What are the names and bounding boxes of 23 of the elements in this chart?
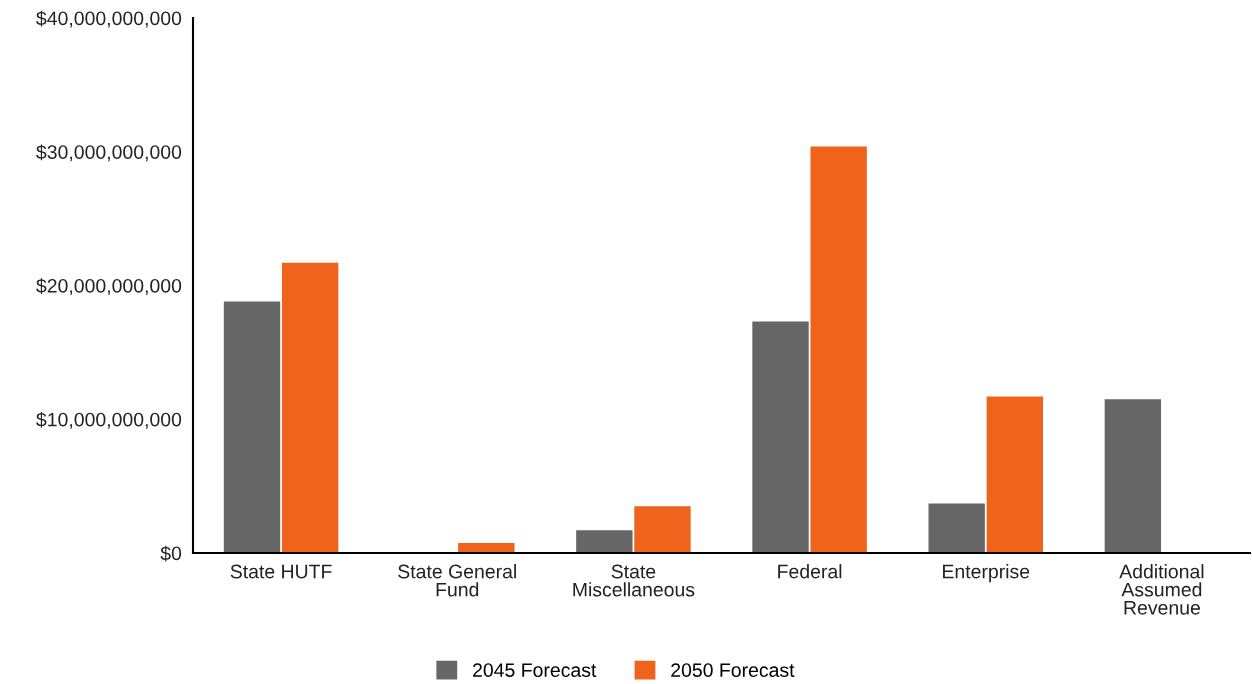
y-tick-label: $20,000,000,000 [36, 278, 182, 296]
legend-label: 2050 Forecast [671, 663, 795, 677]
bar [928, 503, 985, 553]
bar [986, 396, 1043, 553]
x-tick-label: Enterprise [943, 564, 1030, 583]
x-tick-label: Additional Assumed Revenue [1119, 564, 1204, 615]
x-tick-label: State Miscellaneous [573, 564, 695, 597]
bar [458, 542, 515, 553]
bar [810, 146, 867, 553]
y-tick-label: $30,000,000,000 [36, 144, 182, 162]
bar [1104, 399, 1162, 553]
y-tick-label: $0 [160, 545, 182, 562]
y-tick-label: $40,000,000,000 [36, 10, 182, 28]
x-tick-label: Federal [778, 564, 842, 579]
bar [634, 506, 691, 553]
bar [752, 321, 809, 553]
y-tick-label: $10,000,000,000 [36, 411, 182, 429]
bar [576, 530, 633, 553]
legend-label: 2045 Forecast [473, 663, 597, 677]
bar [223, 301, 281, 553]
x-tick-label: State General Fund [398, 564, 516, 597]
bar [281, 262, 339, 553]
x-tick-label: State HUTF [230, 564, 332, 579]
